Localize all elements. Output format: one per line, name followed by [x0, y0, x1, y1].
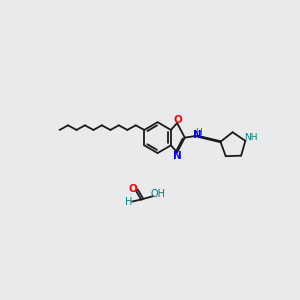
Text: N: N [173, 151, 182, 161]
Text: H: H [195, 128, 202, 137]
Text: O: O [173, 115, 182, 125]
Text: OH: OH [151, 189, 166, 199]
Text: N: N [193, 130, 202, 140]
Text: H: H [125, 196, 132, 206]
Text: O: O [129, 184, 137, 194]
Text: NH: NH [244, 133, 257, 142]
